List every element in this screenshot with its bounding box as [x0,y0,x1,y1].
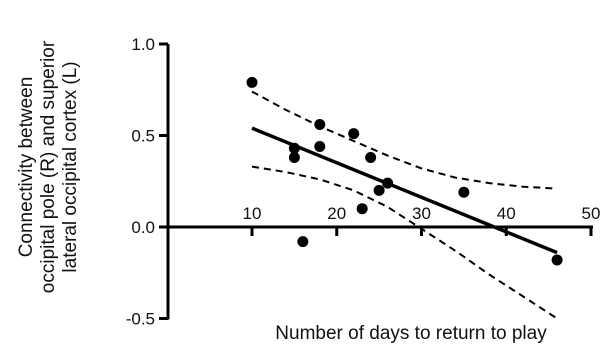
axes: -0.5 0.0 0.5 1.0 10 20 30 40 50 [126,35,601,329]
data-point [551,254,563,266]
x-tick-label: 30 [412,204,431,223]
ci-upper-line [251,90,558,190]
data-point [314,119,326,131]
y-tick-label: 1.0 [131,35,155,54]
data-point [288,142,300,154]
y-axis-title-line-2: occipital pole (R) and superior [38,40,59,293]
data-point [246,76,258,88]
regression-line [251,126,558,255]
data-point [288,151,300,163]
x-tick-label: 20 [327,204,346,223]
y-tick-label: 0.0 [131,218,155,237]
data-point [356,203,368,215]
x-tick-label: 40 [497,204,516,223]
data-point [382,177,394,189]
y-axis-title-line-3: lateral occipital cortex (L) [60,61,81,272]
data-point [365,151,377,163]
x-tick-label: 50 [582,204,601,223]
data-points [246,76,563,266]
data-point [297,236,309,248]
data-point [348,128,360,140]
data-point [458,186,470,198]
y-axis-title-line-1: Connectivity between [16,77,37,258]
y-tick-label: 0.5 [131,127,155,146]
ci-lower-line [251,165,558,320]
data-point [314,140,326,152]
x-tick-label: 10 [243,204,262,223]
y-tick-label: -0.5 [126,310,155,329]
x-axis-title: Number of days to return to play [275,323,547,344]
confidence-band [251,90,558,320]
fit-line [251,126,558,255]
data-point [373,184,385,196]
y-axis-title: Connectivity between occipital pole (R) … [16,40,81,293]
